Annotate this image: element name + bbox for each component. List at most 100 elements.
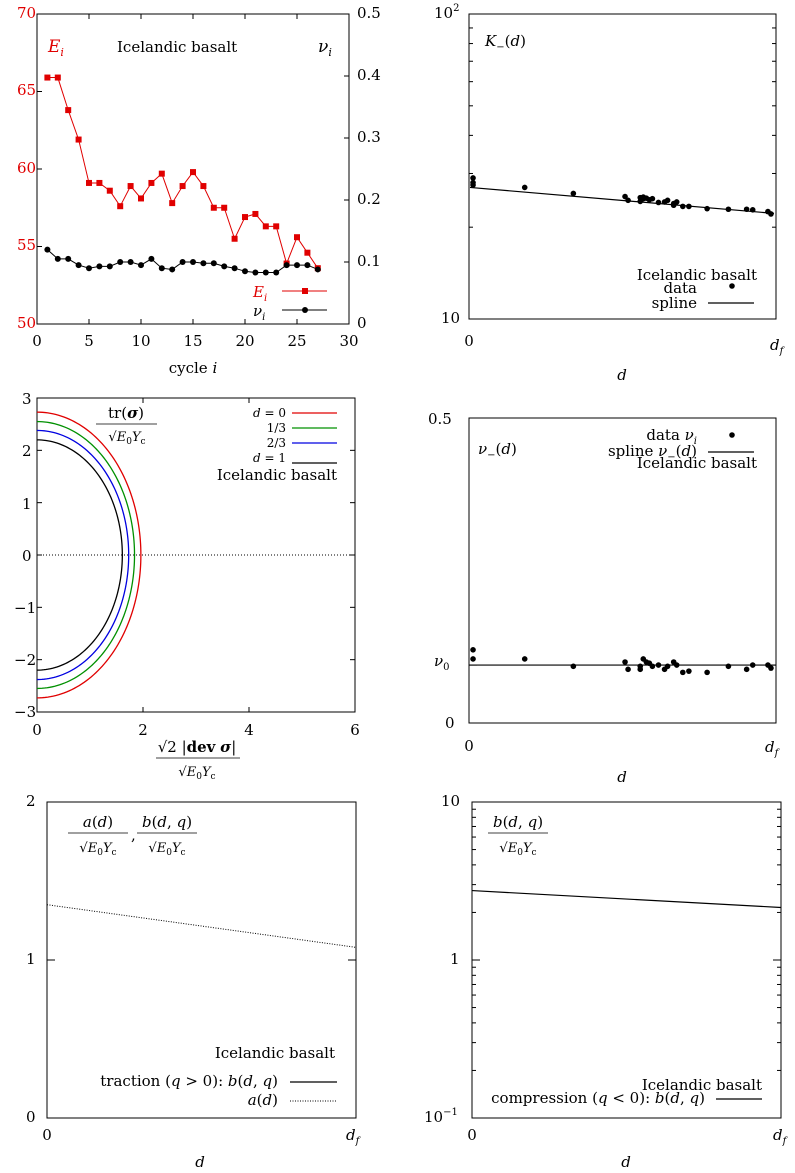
p1-marker-e — [221, 204, 228, 211]
p1-yr-tick-0.2: 0.2 — [357, 190, 381, 208]
p5-ticks — [46, 801, 356, 1119]
p1-yr-tick-0.4: 0.4 — [357, 66, 381, 84]
p1-yr-tick-0.1: 0.1 — [357, 252, 381, 270]
p2-x-tick-df: df — [770, 336, 786, 357]
p1-marker-e — [262, 223, 269, 230]
p4-xlabel: d — [617, 768, 627, 786]
p1-yr-tick-0.5: 0.5 — [357, 4, 381, 22]
p6-xlabel: d — [621, 1153, 631, 1171]
p1-marker-nu — [127, 259, 134, 265]
p1-marker-e — [294, 234, 300, 241]
p1-marker-nu — [169, 266, 176, 273]
panel-3: 3 2 1 0 −1 −2 −3 0 2 4 6 tr(σ) √E0Yc √2 … — [14, 390, 360, 782]
p6-ylabel: b(d, q) √E0Yc — [488, 813, 548, 858]
p1-legend-nu: νi — [253, 302, 265, 323]
p2-data-point — [743, 206, 750, 213]
p1-series — [44, 74, 321, 276]
p4-x-tick-0: 0 — [464, 737, 474, 755]
p4-data-point — [743, 666, 750, 673]
p6-y-tick-1: 1 — [450, 950, 460, 968]
p1-marker-e — [138, 195, 144, 202]
p4-data-point — [637, 663, 644, 670]
p1-marker-e — [127, 183, 134, 190]
p1-legend-e-marker — [302, 288, 308, 294]
p1-marker-nu — [158, 265, 165, 272]
p2-data-point — [655, 199, 662, 206]
p2-data-point — [622, 193, 628, 200]
p1-marker-nu — [138, 262, 144, 269]
p3-ylabel-num: tr(σ) — [108, 404, 144, 422]
p5-y-tick-2: 2 — [26, 792, 36, 810]
p1-marker-nu — [294, 262, 300, 269]
p3-legend-1: 1/3 — [267, 421, 286, 435]
p6-curve-0 — [471, 889, 782, 909]
p1-yl-tick-60: 60 — [17, 159, 36, 177]
panel-2: 102 10 0 df d K−(d) Icelandic basalt dat… — [434, 3, 786, 384]
p1-marker-e — [252, 210, 259, 217]
p3-ylabel-den: √E0Yc — [108, 430, 145, 447]
p1-marker-nu — [283, 262, 290, 269]
p2-data-point — [749, 207, 756, 213]
p1-marker-e — [148, 179, 155, 186]
p4-title: ν−(d) — [478, 440, 517, 461]
p4-legend-data: data νi — [646, 426, 697, 447]
p1-marker-nu — [65, 255, 72, 262]
p5-ylabel-b-den: √E0Yc — [148, 841, 185, 858]
p4-data-point — [664, 663, 671, 670]
p1-marker-e — [65, 107, 72, 114]
p1-marker-nu — [210, 260, 217, 267]
p3-y-tick-m1: −1 — [14, 599, 36, 617]
p2-data-point — [470, 175, 476, 181]
p4-y-tick-0.5: 0.5 — [428, 410, 452, 428]
p4-data-point — [704, 669, 710, 676]
p5-x-tick-df: df — [346, 1126, 362, 1147]
p1-marker-nu — [106, 263, 113, 270]
p1-x-tick-30: 30 — [339, 332, 358, 350]
p1-legend: Ei νi — [252, 283, 327, 323]
p4-series — [469, 647, 776, 676]
p5-ylabel-comma: , — [131, 826, 136, 844]
p5-ylabel-a: a(d) — [83, 813, 113, 831]
p1-marker-nu — [190, 259, 196, 265]
p6-ticks — [471, 801, 781, 1119]
p5-annotation: Icelandic basalt — [215, 1044, 335, 1062]
p1-marker-e — [54, 74, 61, 81]
p1-marker-e — [200, 183, 207, 190]
p1-frame — [36, 13, 350, 325]
p1-marker-nu — [252, 269, 259, 276]
p4-legend-data-marker — [729, 432, 735, 438]
p3-series — [36, 411, 142, 699]
p1-marker-e — [273, 223, 280, 230]
p1-marker-nu — [242, 268, 248, 275]
p2-y-tick-10: 10 — [441, 309, 460, 327]
p1-marker-nu — [262, 269, 269, 276]
p2-data-point — [686, 203, 692, 210]
p4-data-point — [768, 665, 774, 671]
p5-curve-0 — [46, 904, 357, 948]
p1-marker-e — [117, 203, 124, 210]
p3-xlabel-den: √E0Yc — [178, 765, 215, 782]
p2-frame — [468, 13, 777, 320]
p2-data-point — [725, 206, 732, 213]
p2-annotation: Icelandic basalt — [637, 266, 757, 284]
p1-marker-nu — [75, 262, 82, 269]
p2-title: K−(d) — [484, 32, 526, 53]
p4-data-point — [725, 663, 732, 670]
p1-yl-tick-50: 50 — [17, 314, 36, 332]
p4-data-point — [625, 666, 631, 673]
p1-marker-e — [75, 136, 82, 143]
p6-x-tick-df: df — [773, 1126, 789, 1147]
p2-data-point — [704, 205, 710, 212]
p2-data-point — [673, 199, 680, 205]
p1-marker-nu — [200, 260, 207, 267]
p3-curve-1 — [36, 420, 136, 690]
p3-x-tick-2: 2 — [138, 721, 148, 739]
p3-x-tick-6: 6 — [350, 721, 360, 739]
p1-marker-nu — [304, 262, 311, 269]
p3-y-tick-m2: −2 — [14, 651, 36, 669]
p4-data-point — [649, 663, 656, 670]
p3-legend-3: d = 1 — [253, 451, 286, 465]
p5-ylabel-a-den: √E0Yc — [79, 841, 116, 858]
p4-legend-spline: spline ν−(d) — [608, 442, 697, 463]
